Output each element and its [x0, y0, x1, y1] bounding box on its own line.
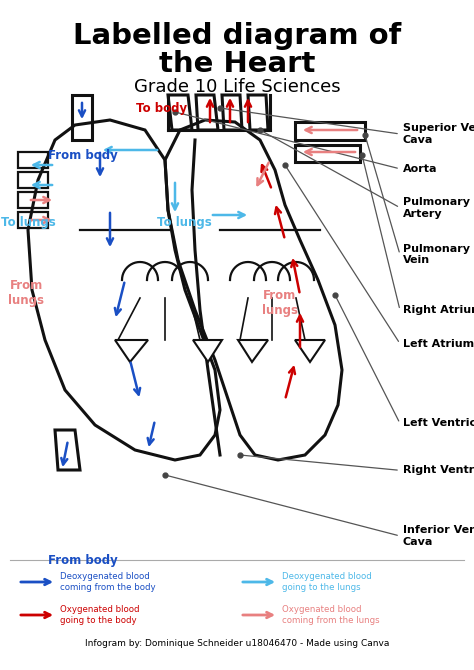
Text: To body: To body — [136, 102, 187, 115]
Text: Deoxygenated blood
coming from the body: Deoxygenated blood coming from the body — [60, 572, 155, 592]
Polygon shape — [115, 340, 148, 362]
Text: Oxygenated blood
coming from the lungs: Oxygenated blood coming from the lungs — [282, 605, 380, 625]
Text: Grade 10 Life Sciences: Grade 10 Life Sciences — [134, 78, 340, 96]
Text: Oxygenated blood
going to the body: Oxygenated blood going to the body — [60, 605, 139, 625]
Text: the Heart: the Heart — [159, 50, 315, 78]
Text: From
lungs: From lungs — [8, 279, 44, 308]
Text: Right Ventrical: Right Ventrical — [403, 466, 474, 475]
Polygon shape — [295, 340, 325, 362]
Text: Pulmonary
Artery: Pulmonary Artery — [403, 197, 470, 218]
Text: Left Ventrical: Left Ventrical — [403, 419, 474, 428]
Text: From body: From body — [48, 149, 118, 162]
Text: From
lungs: From lungs — [262, 289, 298, 317]
Text: Infogram by: Dominique Schneider u18046470 - Made using Canva: Infogram by: Dominique Schneider u180464… — [85, 639, 389, 648]
Text: Right Atrium: Right Atrium — [403, 306, 474, 315]
Text: Labelled diagram of: Labelled diagram of — [73, 22, 401, 50]
Text: Deoxygenated blood
going to the lungs: Deoxygenated blood going to the lungs — [282, 572, 372, 592]
Text: To lungs: To lungs — [157, 216, 212, 229]
Text: Superior Vena
Cava: Superior Vena Cava — [403, 123, 474, 145]
Text: To lungs: To lungs — [1, 216, 56, 229]
Polygon shape — [238, 340, 268, 362]
Polygon shape — [193, 340, 222, 362]
Text: Left Atrium: Left Atrium — [403, 339, 474, 348]
Text: Inferior Vena
Cava: Inferior Vena Cava — [403, 525, 474, 547]
Text: Aorta: Aorta — [403, 164, 438, 174]
Text: Pulmonary
Vein: Pulmonary Vein — [403, 244, 470, 265]
Text: From body: From body — [48, 554, 118, 567]
